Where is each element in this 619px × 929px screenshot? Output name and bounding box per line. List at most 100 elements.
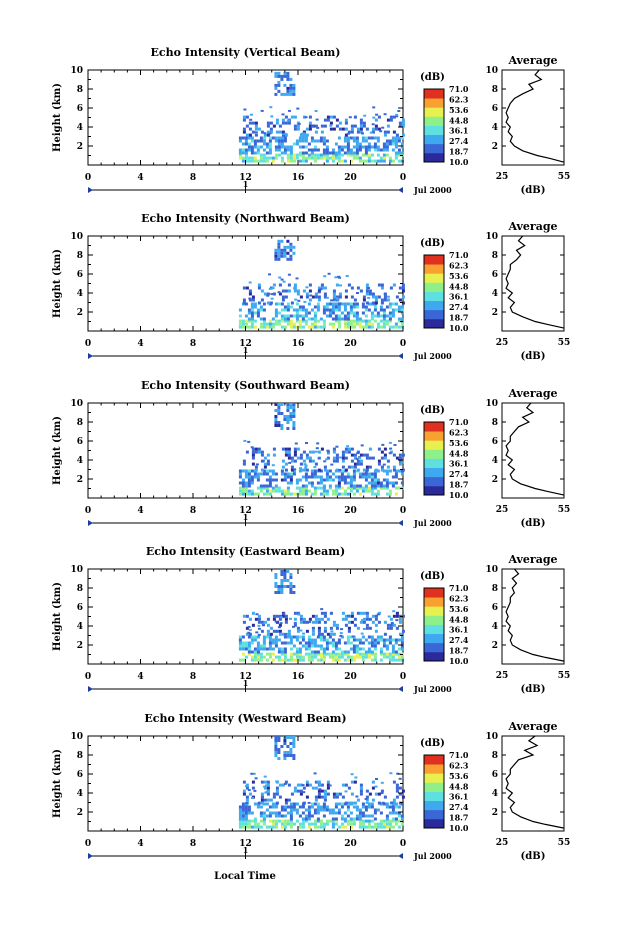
echo-cell xyxy=(346,314,350,318)
echo-cell xyxy=(343,308,347,312)
colorbar-segment xyxy=(424,264,444,267)
echo-cell xyxy=(302,115,306,119)
echo-cell xyxy=(304,311,308,315)
echo-cell xyxy=(322,148,326,152)
height-tick-label: 6 xyxy=(77,104,83,114)
echo-cell xyxy=(401,468,405,472)
echo-cell xyxy=(297,299,301,302)
echo-cell xyxy=(280,588,284,591)
echo-cell xyxy=(341,611,345,615)
echo-cell xyxy=(332,623,336,627)
echo-cell xyxy=(279,622,283,625)
echo-cell xyxy=(351,635,355,638)
x-axis-label: Local Time xyxy=(214,871,276,882)
echo-cell xyxy=(289,305,293,309)
echo-cell xyxy=(320,611,324,615)
echo-cell xyxy=(340,825,344,829)
colorbar-segment xyxy=(424,91,444,94)
echo-cell xyxy=(358,655,362,659)
echo-cell xyxy=(334,819,338,823)
echo-cell xyxy=(301,308,305,312)
echo-cell xyxy=(277,245,281,249)
panel-title: Echo Intensity (Southward Beam) xyxy=(141,379,350,392)
echo-cell xyxy=(278,292,282,296)
echo-cell xyxy=(316,305,320,309)
height-tick-label: 4 xyxy=(77,123,83,133)
echo-cell xyxy=(331,322,335,326)
echo-cell xyxy=(379,319,383,323)
echo-cell xyxy=(343,641,347,645)
echo-cell xyxy=(392,801,396,805)
echo-cell xyxy=(395,295,399,299)
echo-cell xyxy=(250,314,254,318)
echo-cell xyxy=(358,156,362,160)
echo-cell xyxy=(379,822,383,826)
echo-cell xyxy=(277,403,281,406)
echo-cell xyxy=(283,652,287,656)
echo-cell xyxy=(247,811,251,815)
echo-cell xyxy=(250,475,254,479)
echo-cell xyxy=(365,614,369,618)
echo-cell xyxy=(272,795,276,799)
echo-cell xyxy=(277,748,281,751)
echo-cells xyxy=(238,403,405,496)
echo-cell xyxy=(370,492,374,496)
colorbar-segment xyxy=(424,300,444,304)
echo-cell xyxy=(322,489,326,493)
echo-cell xyxy=(251,453,255,457)
echo-cell xyxy=(295,314,299,318)
echo-cell xyxy=(340,814,344,818)
echo-cell xyxy=(316,811,320,815)
echo-cell xyxy=(265,647,269,651)
echo-cell xyxy=(292,739,296,742)
echo-cell xyxy=(244,486,248,490)
echo-cell xyxy=(268,825,272,829)
echo-cell xyxy=(335,623,339,627)
echo-cell xyxy=(286,658,290,662)
echo-cell xyxy=(318,783,322,786)
colorbar-segment xyxy=(424,426,444,430)
colorbar-segment xyxy=(424,159,444,163)
echo-cell xyxy=(316,325,320,329)
echo-cell xyxy=(289,475,293,479)
echo-cells xyxy=(238,71,405,163)
echo-cell xyxy=(379,658,383,662)
echo-cell xyxy=(391,650,395,654)
echo-cell xyxy=(268,484,272,488)
echo-cell xyxy=(398,453,402,457)
average-xlabel: (dB) xyxy=(521,518,546,529)
echo-cell xyxy=(334,305,338,309)
echo-cell xyxy=(256,652,260,656)
echo-cell xyxy=(329,611,333,615)
echo-cell xyxy=(256,644,260,648)
echo-cell xyxy=(244,819,248,823)
echo-cell xyxy=(293,283,297,287)
echo-cell xyxy=(296,629,300,633)
echo-cell xyxy=(371,292,375,296)
colorbar-tick-label: 62.3 xyxy=(449,593,469,603)
echo-cell xyxy=(391,644,395,648)
echo-cell xyxy=(257,624,261,627)
echo-cell xyxy=(245,450,249,454)
echo-cell xyxy=(289,576,293,579)
echo-cell xyxy=(361,658,365,662)
echo-cell xyxy=(376,822,380,826)
echo-cell xyxy=(386,118,390,122)
echo-cell xyxy=(295,492,299,496)
echo-cell xyxy=(334,489,338,493)
echo-cell xyxy=(295,635,299,639)
echo-cell xyxy=(325,472,329,476)
echo-cell xyxy=(316,644,320,648)
echo-cell xyxy=(322,814,326,818)
echo-cell xyxy=(371,786,375,790)
echo-cell xyxy=(337,641,341,645)
echo-cell xyxy=(343,489,347,493)
height-tick-label: 8 xyxy=(77,751,83,761)
echo-cell xyxy=(301,489,305,493)
echo-cell xyxy=(383,295,387,299)
colorbar-segment xyxy=(424,603,444,607)
echo-cell xyxy=(322,635,326,639)
echo-cell xyxy=(368,465,372,469)
echo-cell xyxy=(328,322,332,326)
echo-cell xyxy=(307,652,311,656)
